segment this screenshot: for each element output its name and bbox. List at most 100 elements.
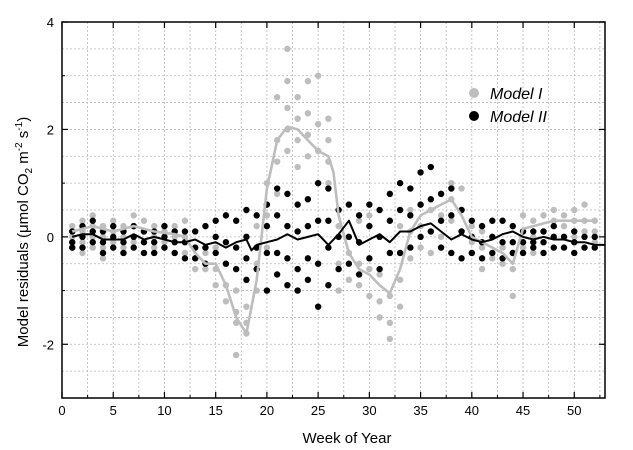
point-model-ii: [468, 217, 476, 224]
point-model-ii: [191, 255, 199, 262]
point-model-ii: [396, 179, 404, 187]
x-tick-label: 15: [208, 403, 222, 418]
point-model-ii: [110, 244, 117, 251]
point-model-i: [294, 163, 301, 171]
point-model-ii: [263, 222, 271, 230]
point-model-i: [140, 217, 148, 224]
point-model-ii: [540, 239, 547, 246]
point-model-i: [530, 217, 537, 224]
point-model-i: [284, 147, 291, 155]
point-model-ii: [345, 201, 353, 208]
point-model-ii: [284, 282, 291, 289]
point-model-ii: [468, 249, 476, 257]
point-model-ii: [571, 249, 578, 257]
point-model-i: [437, 212, 445, 219]
x-tick-label: 5: [110, 403, 117, 418]
y-tick-label: -2: [42, 337, 54, 352]
point-model-i: [89, 244, 96, 251]
point-model-i: [151, 222, 158, 230]
point-model-i: [181, 249, 189, 257]
x-tick-label: 30: [362, 403, 376, 418]
point-model-i: [581, 228, 588, 235]
x-tick-label: 45: [516, 403, 530, 418]
point-model-i: [396, 276, 404, 284]
point-model-ii: [273, 249, 281, 257]
point-model-i: [294, 94, 301, 101]
point-model-i: [232, 351, 240, 359]
legend: Model I Model II: [469, 86, 547, 126]
point-model-ii: [314, 260, 322, 267]
point-model-ii: [591, 244, 598, 251]
point-model-ii: [530, 228, 537, 235]
point-model-ii: [407, 244, 414, 251]
point-model-ii: [581, 244, 588, 251]
point-model-ii: [89, 239, 96, 246]
point-model-ii: [273, 185, 281, 192]
point-model-i: [304, 153, 312, 160]
point-model-ii: [458, 255, 465, 262]
point-model-ii: [263, 249, 271, 257]
point-model-ii: [386, 249, 394, 257]
point-model-i: [478, 265, 486, 273]
point-model-ii: [530, 244, 537, 251]
point-model-i: [222, 298, 230, 305]
point-model-ii: [273, 212, 281, 219]
point-model-i: [110, 239, 117, 246]
point-model-ii: [294, 287, 301, 294]
point-model-ii: [478, 222, 486, 230]
point-model-ii: [212, 249, 219, 257]
point-model-i: [325, 136, 332, 144]
point-model-ii: [489, 249, 496, 257]
point-model-ii: [151, 249, 158, 257]
point-model-i: [458, 185, 465, 192]
point-model-i: [69, 222, 76, 230]
point-model-i: [325, 115, 332, 122]
point-model-i: [519, 244, 527, 251]
point-model-i: [304, 131, 312, 138]
point-model-i: [151, 244, 158, 251]
point-model-ii: [489, 217, 496, 224]
point-model-ii: [355, 271, 363, 278]
point-model-ii: [181, 228, 189, 235]
point-model-i: [560, 212, 568, 219]
legend-marker-model-ii: [469, 111, 479, 121]
point-model-i: [79, 239, 86, 246]
x-tick-label: 10: [157, 403, 171, 418]
point-model-ii: [304, 255, 312, 262]
point-model-ii: [304, 276, 312, 284]
point-model-ii: [284, 222, 291, 230]
point-model-i: [335, 260, 342, 267]
point-model-ii: [69, 239, 76, 246]
point-model-ii: [69, 244, 76, 251]
point-model-ii: [417, 233, 424, 241]
point-model-ii: [591, 233, 598, 241]
point-model-i: [355, 282, 363, 289]
point-model-i: [130, 239, 137, 246]
point-model-i: [273, 190, 281, 198]
point-model-i: [202, 265, 209, 273]
point-model-ii: [448, 249, 455, 257]
point-model-i: [284, 77, 291, 85]
point-model-ii: [509, 239, 516, 246]
point-model-ii: [581, 233, 588, 241]
point-model-ii: [550, 244, 557, 251]
point-model-ii: [325, 282, 332, 289]
point-model-i: [581, 201, 588, 208]
x-tick-label: 40: [465, 403, 479, 418]
x-tick-label: 25: [311, 403, 325, 418]
point-model-i: [314, 120, 322, 128]
point-model-ii: [376, 265, 383, 273]
point-model-i: [366, 292, 373, 300]
point-model-i: [232, 287, 240, 294]
point-model-i: [110, 217, 117, 224]
point-model-ii: [284, 190, 291, 198]
point-model-i: [386, 319, 394, 326]
point-model-i: [304, 110, 312, 117]
point-model-ii: [345, 260, 353, 267]
point-model-i: [448, 217, 455, 224]
point-model-i: [376, 271, 383, 278]
point-model-ii: [417, 201, 424, 208]
point-model-ii: [540, 228, 547, 235]
x-tick-label: 50: [567, 403, 581, 418]
